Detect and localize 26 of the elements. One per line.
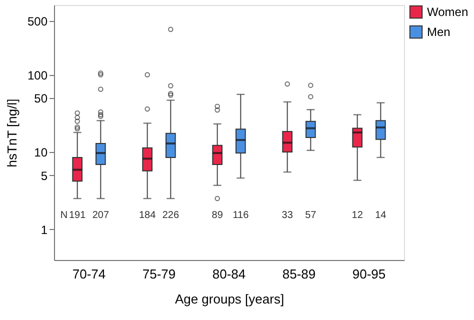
text: 116 xyxy=(232,210,249,221)
text: 89 xyxy=(212,210,223,221)
text: 33 xyxy=(282,210,293,221)
y-tick-label: 5 xyxy=(40,168,48,183)
text: 207 xyxy=(92,210,110,221)
x-tick-label: 90-95 xyxy=(352,266,386,282)
y-tick-label: 500 xyxy=(27,14,48,28)
x-tick-label: 80-84 xyxy=(212,266,246,282)
y-axis-title: hsTnT [ng/l] xyxy=(4,98,20,168)
legend-label: Men xyxy=(427,25,450,39)
text: 184 xyxy=(138,210,156,221)
y-tick-label: 100 xyxy=(27,68,48,82)
legend-label: Women xyxy=(427,5,468,19)
text: 191 xyxy=(68,210,86,221)
x-tick-label: 70-74 xyxy=(72,266,106,282)
text: 57 xyxy=(305,210,316,221)
x-tick-label: 75-79 xyxy=(142,266,176,282)
text: 14 xyxy=(375,210,386,221)
text: 226 xyxy=(162,210,180,221)
x-axis-title: Age groups [years] xyxy=(174,292,284,306)
x-tick-label: 85-89 xyxy=(282,266,316,282)
y-tick-label: 1 xyxy=(40,222,48,237)
text: 12 xyxy=(352,210,363,221)
y-tick-label: 10 xyxy=(34,146,48,160)
annotation: N xyxy=(60,210,68,221)
y-tick-label: 50 xyxy=(34,92,48,106)
